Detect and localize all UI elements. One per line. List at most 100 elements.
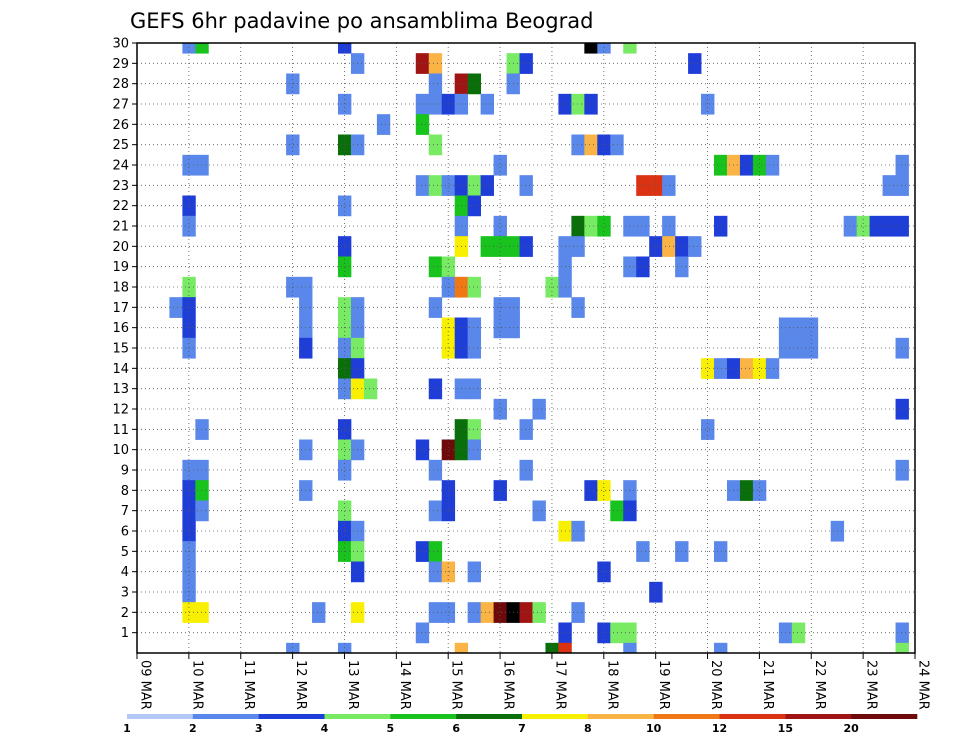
y-tick-label: 7 — [121, 504, 129, 519]
colorbar-label: 8 — [584, 722, 592, 735]
heatmap-cell — [636, 175, 650, 196]
heatmap-cell — [415, 541, 430, 562]
heatmap-cell — [337, 378, 352, 400]
heatmap-cell — [662, 215, 676, 237]
x-tick-label: 10 MAR — [189, 660, 204, 710]
x-tick-label: 12 MAR — [293, 660, 308, 710]
y-tick-label: 15 — [112, 342, 129, 357]
colorbar-label: 5 — [387, 722, 395, 735]
heatmap-cell — [597, 134, 611, 156]
heatmap-cell — [584, 480, 598, 501]
heatmap-cell — [739, 154, 754, 176]
heatmap-cell — [337, 195, 352, 217]
y-tick-label: 27 — [112, 98, 129, 113]
heatmap-cell — [415, 622, 430, 644]
heatmap-cell — [337, 134, 352, 156]
colorbar-label: 3 — [255, 722, 263, 735]
colorbar-swatch — [324, 714, 391, 719]
y-tick-label: 14 — [112, 362, 129, 377]
heatmap-cell — [584, 43, 598, 54]
colorbar-swatch — [719, 714, 786, 719]
heatmap-cell — [545, 642, 559, 654]
heatmap-cell — [791, 622, 806, 644]
heatmap-cell — [467, 317, 482, 339]
heatmap-cell — [467, 439, 482, 461]
y-tick-label: 23 — [112, 179, 129, 194]
colorbar-label: 4 — [321, 722, 329, 735]
heatmap-cell — [895, 337, 909, 359]
x-tick-label: 17 MAR — [552, 660, 567, 710]
heatmap-cell — [597, 480, 611, 501]
heatmap-cell — [791, 337, 806, 359]
heatmap-cell — [428, 93, 443, 115]
y-tick-label: 12 — [112, 403, 129, 418]
heatmap-cell — [195, 459, 209, 481]
y-tick-label: 16 — [112, 321, 129, 336]
heatmap-cell — [662, 175, 676, 196]
heatmap-cell — [571, 520, 585, 542]
heatmap-cell — [169, 297, 183, 318]
colorbar-label: 6 — [452, 722, 460, 735]
colorbar-label: 12 — [712, 722, 727, 735]
heatmap-cell — [571, 93, 585, 115]
y-tick-label: 6 — [121, 525, 129, 540]
heatmap-cell — [441, 93, 456, 115]
heatmap-cell — [441, 337, 456, 359]
x-tick-label: 14 MAR — [397, 660, 412, 710]
x-axis: 09 MAR 10 MAR 11 MAR 12 MAR 13 MAR 14 MAR 15 M… — [136, 653, 931, 710]
heatmap-cell — [480, 602, 494, 623]
y-tick-label: 1 — [121, 626, 129, 641]
heatmap-cell — [636, 215, 650, 237]
y-tick-label: 28 — [112, 77, 129, 92]
colorbar-label: 15 — [778, 722, 793, 735]
heatmap-cell — [467, 337, 482, 359]
heatmap-cell — [337, 500, 352, 522]
x-tick-label: 16 MAR — [501, 660, 516, 710]
colorbar-label: 10 — [646, 722, 662, 735]
heatmap-cell — [428, 297, 443, 318]
x-tick-label: 22 MAR — [812, 660, 827, 710]
heatmap-cell — [467, 175, 482, 196]
heatmap-cell — [195, 154, 209, 176]
heatmap-cell — [195, 602, 209, 623]
heatmap-cell — [480, 93, 494, 115]
heatmap-cell — [597, 43, 611, 54]
y-tick-label: 25 — [112, 138, 129, 153]
heatmap-cell — [597, 215, 611, 237]
heatmap-cell — [739, 480, 754, 501]
y-tick-label: 5 — [121, 545, 129, 560]
heatmap-cell — [571, 297, 585, 318]
colorbar-label: 7 — [518, 722, 526, 735]
heatmap-cell — [363, 378, 378, 400]
heatmap-cell — [571, 602, 585, 623]
y-tick-label: 19 — [112, 260, 129, 275]
heatmap-cell — [765, 154, 780, 176]
heatmap-cell — [714, 154, 728, 176]
heatmap-cell — [739, 358, 754, 379]
heatmap-cell — [195, 480, 209, 501]
heatmap-cell — [337, 459, 352, 481]
heatmap-cell — [441, 602, 456, 623]
heatmap-cell — [752, 358, 767, 379]
heatmap-cell — [467, 195, 482, 217]
heatmap-cell — [428, 134, 443, 156]
y-tick-label: 13 — [112, 382, 129, 397]
heatmap-cell — [558, 642, 572, 654]
heatmap-cell — [804, 337, 819, 359]
heatmap-cell — [415, 439, 430, 461]
heatmap-cell — [765, 358, 780, 379]
heatmap-cell — [337, 236, 352, 257]
heatmap-cell — [428, 561, 443, 583]
heatmap-cell — [428, 256, 443, 278]
heatmap-cell — [623, 642, 637, 654]
heatmap-cell — [895, 154, 909, 176]
heatmap-cell — [480, 236, 494, 257]
y-tick-label: 8 — [121, 484, 129, 499]
colorbar-swatch — [785, 714, 852, 719]
heatmap-cell — [415, 114, 430, 135]
heatmap-cell — [519, 175, 533, 196]
y-axis: 1234567891011121314151617181920212223242… — [112, 37, 137, 641]
colorbar-swatch — [522, 714, 589, 719]
heatmap-cell — [791, 317, 806, 339]
